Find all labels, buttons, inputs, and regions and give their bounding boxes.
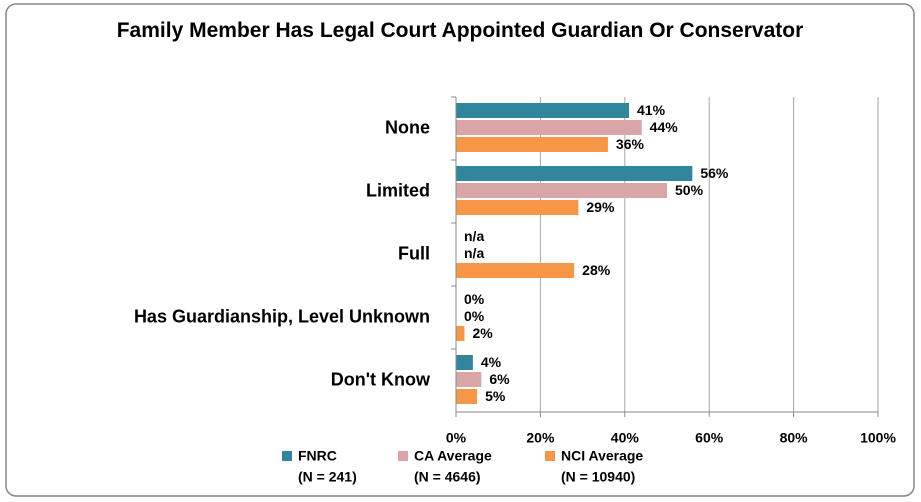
bar: [456, 166, 693, 181]
bar: [456, 355, 473, 370]
bar: [456, 103, 630, 118]
legend-swatch: [282, 451, 292, 461]
x-tick-label: 100%: [860, 430, 896, 446]
data-label: n/a: [464, 245, 484, 261]
data-label: 4%: [481, 354, 502, 370]
data-label: 56%: [700, 165, 729, 181]
data-label: n/a: [464, 228, 484, 244]
bar: [456, 326, 465, 341]
x-tick-label: 60%: [695, 430, 724, 446]
category-label: Limited: [366, 180, 430, 200]
chart-title: Family Member Has Legal Court Appointed …: [116, 19, 804, 42]
x-tick-label: 80%: [780, 430, 809, 446]
x-tick-label: 40%: [611, 430, 640, 446]
bar: [456, 137, 608, 152]
data-label: 28%: [582, 262, 611, 278]
data-label: 44%: [650, 119, 679, 135]
bar: [456, 200, 579, 215]
category-label: Has Guardianship, Level Unknown: [134, 306, 430, 326]
legend-label: NCI Average: [561, 448, 643, 464]
data-label: 0%: [464, 308, 485, 324]
category-label: Don't Know: [331, 369, 431, 389]
legend-swatch: [398, 451, 408, 461]
legend-note: (N = 4646): [414, 469, 481, 485]
data-label: 5%: [485, 388, 506, 404]
bar: [456, 183, 667, 198]
bar: [456, 263, 575, 278]
x-tick-label: 0%: [446, 430, 467, 446]
data-label: 29%: [586, 199, 615, 215]
category-label: None: [385, 117, 430, 137]
legend-note: (N = 241): [298, 469, 357, 485]
x-tick-label: 20%: [526, 430, 555, 446]
bar: [456, 372, 482, 387]
data-label: 41%: [637, 102, 666, 118]
legend-label: FNRC: [298, 448, 337, 464]
data-label: 2%: [472, 325, 493, 341]
data-label: 6%: [489, 371, 510, 387]
bar: [456, 120, 642, 135]
legend-label: CA Average: [414, 448, 492, 464]
category-label: Full: [398, 243, 430, 263]
data-label: 0%: [464, 291, 485, 307]
chart-border: [5, 3, 915, 497]
bar: [456, 389, 478, 404]
legend-note: (N = 10940): [561, 469, 635, 485]
data-label: 36%: [616, 136, 645, 152]
data-label: 50%: [675, 182, 704, 198]
legend-swatch: [545, 451, 555, 461]
